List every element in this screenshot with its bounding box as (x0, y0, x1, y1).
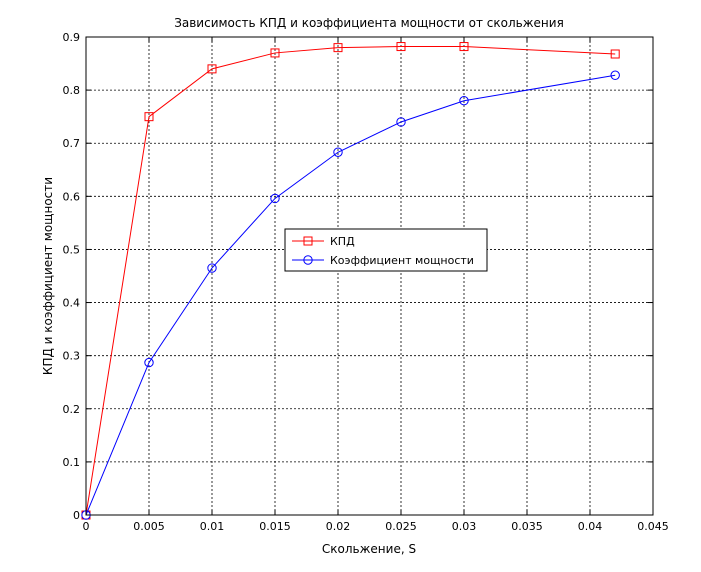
axes-box (85, 36, 654, 516)
y-tick-label: 0.8 (63, 84, 81, 97)
legend-item: Коэффициент мощности (292, 254, 474, 267)
y-tick-labels: 0 0.1 0.2 0.3 0.4 0.5 0.6 0.7 0.8 0.9 (63, 31, 81, 522)
legend-marker (303, 236, 313, 246)
data-point (270, 193, 280, 204)
legend-marker (303, 255, 313, 265)
legend-label: КПД (330, 235, 355, 248)
grid-lines (86, 37, 653, 515)
x-tick-labels: 0 0.005 0.01 0.015 0.02 0.025 0.03 0.035 0.04 0.0… (83, 520, 669, 533)
series-layer (81, 42, 620, 520)
legend: КПД Коэффициент мощности (284, 228, 488, 272)
series-line (85, 74, 616, 516)
x-tick-label: 0.01 (200, 520, 225, 533)
y-tick-label: 0.6 (63, 190, 81, 203)
plot-area (86, 37, 653, 515)
legend-box (284, 228, 488, 272)
data-point (144, 357, 154, 368)
x-tick-label: 0.015 (259, 520, 291, 533)
series-1 (81, 42, 620, 520)
legend-item: КПД (292, 235, 355, 248)
y-tick-label: 0.9 (63, 31, 81, 44)
data-point (459, 42, 469, 52)
data-point (333, 43, 343, 53)
y-tick-label: 0.3 (63, 350, 81, 363)
data-point (396, 42, 406, 52)
data-point (144, 112, 154, 122)
y-tick-label: 0.7 (63, 137, 81, 150)
x-tick-label: 0.035 (511, 520, 543, 533)
y-tick-label: 0.2 (63, 403, 81, 416)
y-tick-label: 0.1 (63, 456, 81, 469)
data-point (610, 70, 620, 80)
x-tick-label: 0.005 (133, 520, 165, 533)
y-axis-label: КПД и коэффициент мощности (41, 177, 55, 375)
x-axis-label: Скольжение, S (322, 542, 416, 556)
y-tick-label: 0.4 (63, 297, 81, 310)
data-point (396, 117, 406, 127)
data-point (207, 263, 217, 273)
tick-marks (85, 36, 654, 516)
x-tick-label: 0.025 (385, 520, 417, 533)
y-tick-label: 0.5 (63, 243, 81, 256)
x-tick-label: 0.03 (452, 520, 477, 533)
x-tick-label: 0.04 (578, 520, 603, 533)
x-tick-label: 0.02 (326, 520, 351, 533)
x-tick-label: 0 (83, 520, 90, 533)
data-point (207, 64, 217, 74)
x-tick-label: 0.045 (637, 520, 669, 533)
series-line (85, 46, 616, 516)
series-2 (81, 70, 620, 520)
data-point (270, 48, 280, 58)
data-point (459, 96, 469, 106)
data-point (333, 147, 343, 157)
chart-title: Зависимость КПД и коэффициента мощности … (174, 16, 564, 30)
y-tick-label: 0 (73, 509, 80, 522)
legend-label: Коэффициент мощности (330, 254, 474, 267)
data-point (610, 49, 620, 59)
